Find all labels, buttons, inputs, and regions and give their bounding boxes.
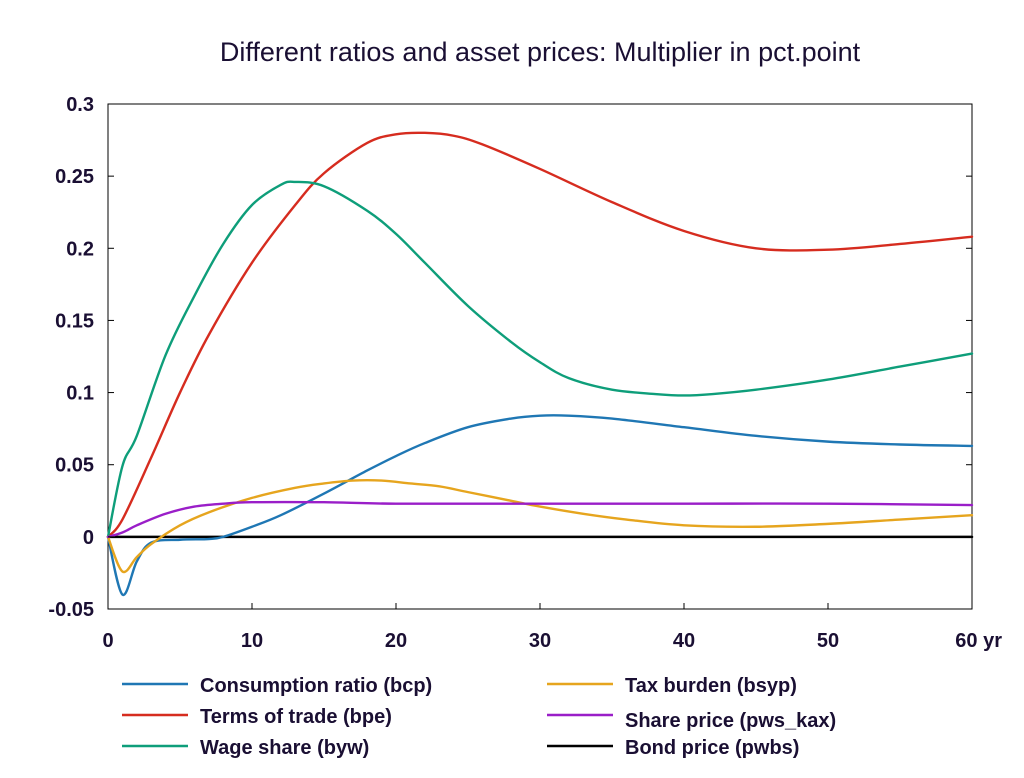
y-tick-label: 0.15 xyxy=(55,310,94,332)
x-tick-label: 30 xyxy=(529,630,551,652)
x-tick-label: 10 xyxy=(241,630,263,652)
x-tick-label: 60 yr xyxy=(955,630,1002,652)
series-layer xyxy=(106,131,974,596)
y-tick-label: 0.3 xyxy=(66,94,94,116)
series-line-1 xyxy=(106,131,974,539)
series-line-4 xyxy=(106,500,974,539)
legend-label-1: Terms of trade (bpe) xyxy=(200,706,392,728)
y-tick-label: 0.2 xyxy=(66,238,94,260)
legend-label-0: Consumption ratio (bcp) xyxy=(200,675,432,697)
legend-label-2: Wage share (byw) xyxy=(200,737,369,759)
y-tick-label: 0 xyxy=(83,527,94,549)
axis-ticks: -0.05 0 0.05 0.1 0.15 0.2 0.25 0.3 0 10 20 30 40 50 60… xyxy=(48,94,1002,652)
x-tick-label: 0 xyxy=(102,630,113,652)
y-tick-label: -0.05 xyxy=(48,599,94,621)
series-line-3 xyxy=(106,479,974,574)
series-line-0 xyxy=(106,414,974,596)
legend-label-3: Tax burden (bsyp) xyxy=(625,675,797,697)
series-line-2 xyxy=(106,180,974,539)
x-tick-label: 50 xyxy=(817,630,839,652)
x-tick-label: 40 xyxy=(673,630,695,652)
legend: Consumption ratio (bcp) Terms of trade (b… xyxy=(122,675,836,759)
y-tick-label: 0.05 xyxy=(55,455,94,477)
chart-title: Different ratios and asset prices: Multi… xyxy=(220,37,861,67)
legend-label-5: Bond price (pwbs) xyxy=(625,737,799,759)
y-tick-label: 0.1 xyxy=(66,383,94,405)
x-tick-label: 20 xyxy=(385,630,407,652)
legend-label-4: Share price (pws_kax) xyxy=(625,710,836,732)
y-tick-label: 0.25 xyxy=(55,166,94,188)
